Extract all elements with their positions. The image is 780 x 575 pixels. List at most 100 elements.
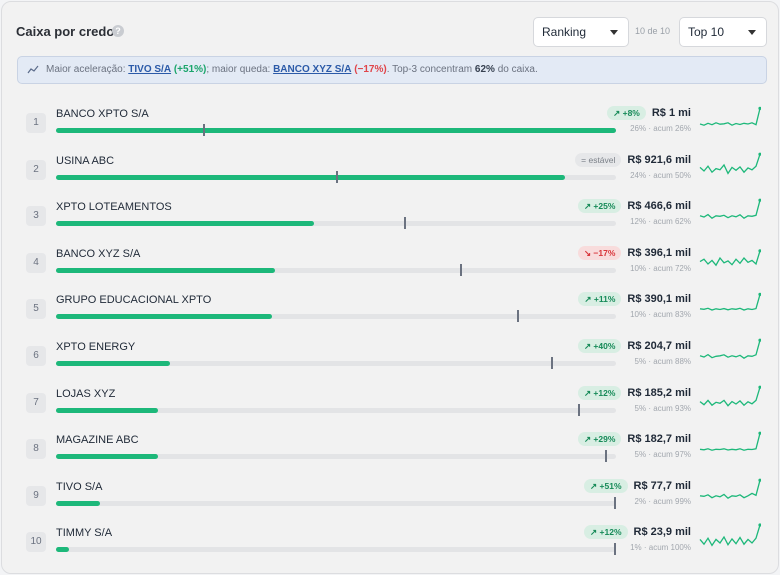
share-bar-track	[56, 310, 616, 323]
concentration-value: 62%	[474, 64, 495, 75]
sparkline-path	[699, 433, 761, 452]
share-accum-text: 12% · acum 62%	[630, 217, 691, 227]
creditor-row[interactable]: 1 BANCO XPTO S/A R$ 1 mi 26% · acum 26% ↗ +8…	[2, 102, 780, 148]
creditor-row[interactable]: 7 LOJAS XYZ R$ 185,2 mil 5% · acum 93% ↗ +12…	[2, 382, 780, 428]
creditor-name: XPTO LOTEAMENTOS	[56, 201, 172, 214]
rank-number: 8	[26, 439, 46, 460]
creditor-name: XPTO ENERGY	[56, 341, 136, 353]
creditor-name: TIVO S/A	[56, 480, 103, 493]
sparkline-endpoint	[758, 106, 761, 110]
banner-suffix: . Top-3 concentram	[386, 64, 473, 75]
creditor-row[interactable]: 5 GRUPO EDUCACIONAL XPTO R$ 390,1 mil 10% ·…	[2, 288, 780, 334]
rank-number: 6	[26, 346, 46, 366]
trend-badge: ↗ +12%	[577, 385, 622, 400]
share-bar-track	[56, 543, 616, 556]
sparkline-path	[699, 386, 761, 407]
share-bar-track	[56, 357, 616, 369]
share-bar-fill	[56, 361, 171, 366]
creditor-name: LOJAS XYZ	[56, 387, 116, 400]
cash-value: R$ 390,1 mil	[627, 293, 691, 306]
share-accum-text: 10% · acum 72%	[630, 263, 691, 273]
sparkline	[699, 293, 761, 312]
creditor-row[interactable]: 10 TIMMY S/A R$ 23,9 mil 1% · acum 100% ↗ +1…	[2, 521, 780, 567]
creditor-row[interactable]: 8 MAGAZINE ABC R$ 182,7 mil 5% · acum 97% ↗ …	[2, 428, 780, 474]
sparkline-endpoint	[758, 431, 761, 435]
rank-number: 4	[26, 252, 46, 273]
cash-value: R$ 466,6 mil	[627, 200, 691, 213]
rank-number: 3	[26, 206, 46, 227]
info-icon[interactable]: ?	[112, 25, 124, 37]
share-accum-text: 24% · acum 50%	[630, 170, 691, 180]
creditor-name: BANCO XPTO S/A	[56, 108, 149, 120]
creditor-row[interactable]: 2 USINA ABC R$ 921,6 mil 24% · acum 50% = es…	[2, 149, 780, 195]
share-bar-track	[56, 403, 616, 416]
banner-prefix: Maior aceleração:	[46, 64, 126, 75]
item-count: 10 de 10	[635, 26, 671, 36]
sparkline-path	[699, 294, 761, 312]
sparkline	[699, 248, 761, 267]
share-bar-track	[56, 496, 616, 509]
sparkline-endpoint	[758, 478, 761, 482]
cumulative-marker	[614, 496, 616, 509]
sparkline-endpoint	[758, 293, 761, 297]
cumulative-marker	[614, 543, 616, 556]
accel-delta: (+51%)	[173, 64, 207, 75]
sparkline	[699, 385, 761, 407]
creditor-row[interactable]: 6 XPTO ENERGY R$ 204,7 mil 5% · acum 88% ↗ +…	[2, 335, 780, 381]
card-title: Caixa por credor	[16, 24, 120, 39]
cumulative-marker	[460, 263, 463, 276]
banner-middle: ; maior queda:	[206, 64, 271, 75]
share-bar-fill	[56, 454, 158, 460]
cumulative-marker	[516, 310, 519, 323]
creditor-name: MAGAZINE ABC	[56, 434, 139, 447]
accel-creditor-link[interactable]: TIVO S/A	[128, 64, 172, 75]
share-bar-fill	[56, 128, 616, 133]
share-bar-track	[56, 170, 616, 183]
sparkline-endpoint	[758, 385, 761, 389]
trend-badge: ↗ +40%	[577, 339, 622, 353]
share-bar-fill	[56, 174, 566, 180]
sparkline-endpoint	[758, 248, 761, 253]
share-accum-text: 2% · acum 99%	[634, 496, 691, 506]
drop-delta: (−17%)	[354, 64, 387, 75]
creditor-name: TIMMY S/A	[56, 527, 113, 540]
share-bar-fill	[56, 407, 159, 413]
rank-number: 2	[26, 159, 46, 180]
share-bar-track	[56, 450, 616, 463]
rank-number: 7	[26, 392, 46, 413]
sparkline-path	[699, 250, 761, 267]
sparkline-endpoint	[758, 338, 761, 342]
sparkline-path	[699, 108, 761, 126]
rank-number: 1	[26, 113, 46, 133]
cash-value: R$ 396,1 mil	[627, 246, 691, 259]
creditor-name: BANCO XYZ S/A	[56, 247, 141, 260]
share-bar-fill	[56, 547, 70, 553]
cumulative-marker	[604, 450, 607, 463]
cash-value: R$ 182,7 mil	[627, 433, 691, 446]
sparkline	[699, 338, 761, 359]
creditor-row[interactable]: 3 XPTO LOTEAMENTOS R$ 466,6 mil 12% · acum …	[2, 195, 780, 241]
drop-creditor-link[interactable]: BANCO XYZ S/A	[273, 64, 352, 75]
cash-value: R$ 77,7 mil	[633, 479, 691, 492]
sparkline-endpoint	[758, 152, 761, 156]
creditor-row[interactable]: 4 BANCO XYZ S/A R$ 396,1 mil 10% · acum 72%…	[2, 242, 780, 288]
trend-badge: = estável	[575, 152, 622, 167]
share-accum-text: 5% · acum 88%	[634, 357, 691, 366]
top-n-select[interactable]: Top 10	[679, 17, 767, 47]
banner-suffix-2: do caixa.	[497, 64, 538, 75]
share-accum-text: 1% · acum 100%	[630, 543, 691, 553]
cash-value: R$ 1 mi	[651, 107, 691, 119]
sparkline	[699, 523, 761, 548]
share-accum-text: 10% · acum 83%	[630, 310, 691, 320]
sort-select[interactable]: Ranking	[533, 17, 629, 47]
cash-value: R$ 921,6 mil	[627, 153, 691, 166]
cumulative-marker	[336, 170, 338, 183]
creditor-row[interactable]: 9 TIVO S/A R$ 77,7 mil 2% · acum 99% ↗ +51%	[2, 475, 780, 521]
chevron-down-icon	[748, 30, 756, 35]
share-accum-text: 26% · acum 26%	[630, 124, 691, 133]
share-accum-text: 5% · acum 97%	[634, 450, 691, 460]
sparkline	[699, 152, 761, 175]
share-bar-track	[56, 217, 616, 230]
sparkline	[699, 478, 761, 499]
cash-value: R$ 185,2 mil	[627, 386, 691, 399]
